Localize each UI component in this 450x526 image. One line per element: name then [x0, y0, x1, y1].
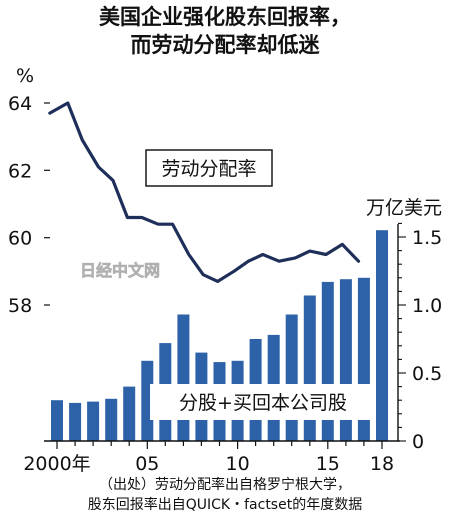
chart-title-line-1: 美国企业强化股东回报率， [99, 5, 351, 29]
right-tick-label-0: 0 [412, 431, 424, 453]
source-note-line-2: 股东回报率出自QUICK・factset的年度数据 [87, 497, 363, 513]
source-note-line-1: （出处）劳动分配率出自格罗宁根大学， [99, 477, 351, 493]
line-series [48, 101, 361, 283]
legend-labor-share-box [145, 149, 273, 187]
left-tick-label-62: 62 [8, 160, 32, 182]
bar-2000 [51, 400, 63, 441]
x-tick-label-2005: 05 [135, 453, 159, 475]
chart-title-line-2: 而劳动分配率却低迷 [130, 33, 320, 57]
x-tick-label-2018: 18 [370, 453, 394, 475]
watermark-logo: 日经中文网 [80, 261, 160, 280]
left-axis-unit: % [16, 65, 34, 87]
right-axis: 0 0.5 1.0 1.5 [397, 222, 442, 453]
bar-2002 [87, 401, 100, 441]
bar-2001 [69, 402, 82, 441]
left-axis: 58 60 62 64 [8, 93, 50, 317]
bar-2004 [123, 386, 136, 441]
bar-2007 [177, 314, 190, 441]
x-tick-label-2000: 2000年 [23, 453, 90, 475]
legend-labor-share-label: 劳动分配率 [161, 158, 256, 180]
x-tick-label-2010: 10 [226, 453, 250, 475]
bar-2005 [141, 360, 154, 441]
right-tick-label-0.5: 0.5 [412, 363, 442, 385]
bar-2013 [285, 314, 298, 441]
left-tick-label-64: 64 [8, 93, 32, 115]
legend-shareholder-return: 分股+买回本公司股 [150, 384, 376, 420]
labor-share-line [48, 101, 361, 283]
left-tick-label-58: 58 [8, 295, 32, 317]
legend-labor-share: 劳动分配率 [145, 149, 273, 187]
right-tick-label-1.0: 1.0 [412, 295, 442, 317]
bar-2018 [376, 230, 388, 441]
right-axis-unit: 万亿美元 [366, 197, 442, 219]
left-tick-label-60: 60 [8, 228, 32, 250]
bar-2003 [105, 398, 118, 441]
right-tick-label-1.5: 1.5 [412, 227, 442, 249]
x-tick-label-2015: 15 [316, 453, 340, 475]
x-axis: 2000年 05 10 15 18 [23, 440, 400, 475]
legend-shareholder-return-box [150, 384, 376, 420]
legend-shareholder-return-label: 分股+买回本公司股 [179, 392, 347, 414]
